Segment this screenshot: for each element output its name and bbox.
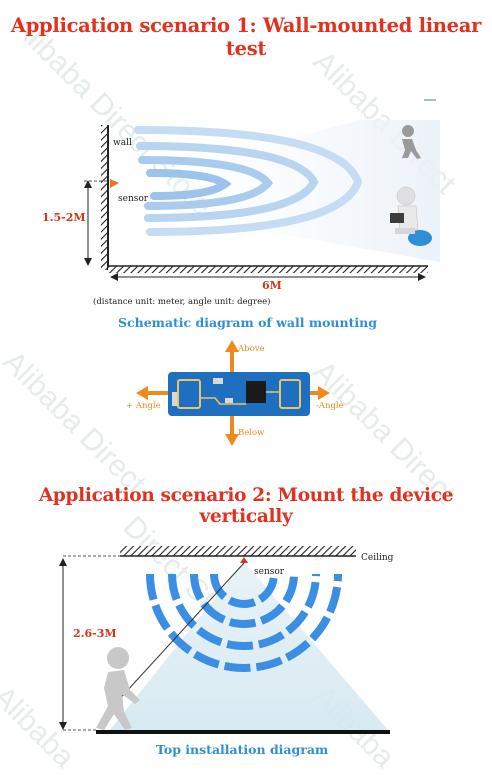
plus-angle-arrow — [136, 386, 168, 400]
below-arrow — [225, 414, 239, 446]
wall — [101, 125, 108, 270]
radar-waves-2 — [146, 573, 342, 672]
seated-person-icon — [390, 186, 432, 246]
wall-label: wall — [113, 138, 132, 148]
height-label-2: 2.6-3M — [73, 627, 117, 640]
floor — [108, 266, 428, 273]
ceiling — [120, 546, 356, 556]
scenario2-title: Application scenario 2: Mount the device… — [38, 485, 454, 527]
sensor-label-2: sensor — [254, 567, 285, 577]
unit-note: (distance unit: meter, angle unit: degre… — [93, 297, 271, 307]
height-label-1: 1.5-2M — [42, 211, 86, 224]
detection-beam — [114, 120, 440, 262]
floor-2 — [96, 730, 390, 734]
radar-waves-1 — [134, 126, 363, 236]
scenario1-title: Application scenario 1: Wall-mounted lin… — [10, 14, 482, 60]
minus-angle-label: -Angle — [316, 401, 344, 411]
above-label: Above — [238, 344, 265, 354]
walking-person-icon — [402, 125, 421, 159]
above-arrow — [225, 340, 239, 372]
below-label: Below — [238, 428, 265, 438]
radar-pcb — [168, 372, 310, 416]
walking-person-2-icon — [96, 647, 140, 730]
sensor-marker-2 — [240, 557, 248, 563]
top-install-caption: Top installation diagram — [156, 742, 329, 757]
wall-mount-caption: Schematic diagram of wall mounting — [118, 315, 377, 330]
plus-angle-label: + Angle — [126, 401, 161, 411]
sensor-marker-1 — [110, 179, 119, 188]
distance-label: 6M — [262, 279, 282, 292]
ceiling-label: Ceiling — [361, 553, 394, 563]
sensor-label-1: sensor — [118, 194, 149, 204]
